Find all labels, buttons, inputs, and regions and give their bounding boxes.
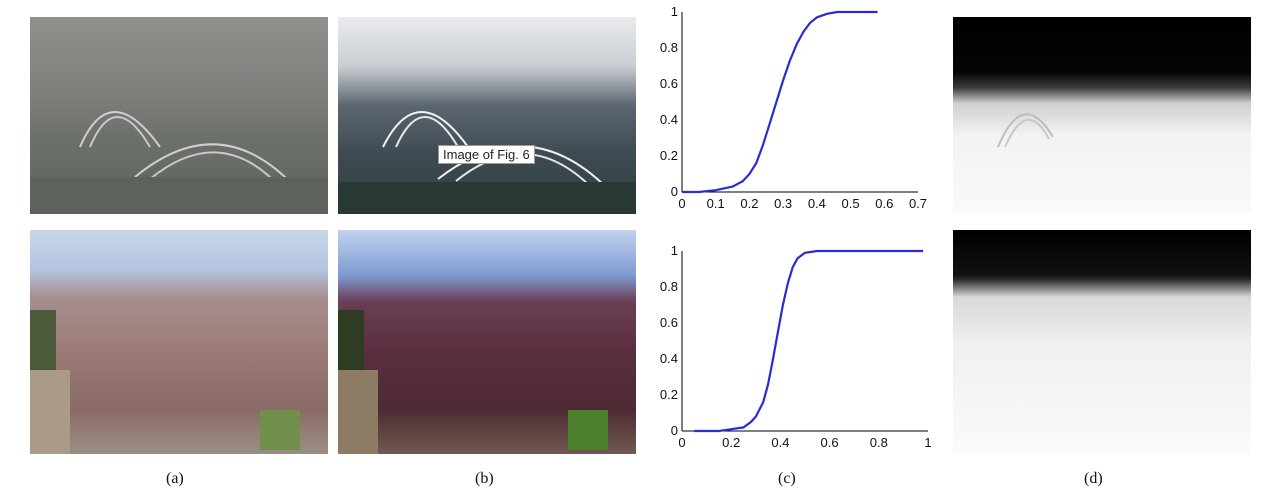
x-tick-label: 0.6: [821, 435, 839, 450]
curve-chart-top: 0 0.1 0.2 0.3 0.4 0.5 0.6 0.7 0 0.2 0.4 0.6 0.8 1: [660, 4, 927, 211]
y-tick-label: 0.2: [660, 387, 678, 402]
caption-c: (c): [778, 470, 796, 487]
x-tick-label: 0.2: [722, 435, 740, 450]
transmission-map-bottom: [953, 230, 1251, 454]
x-tick-label: 0.2: [740, 196, 758, 211]
dehazed-image-top: [338, 17, 636, 214]
dehazed-image-bottom: [338, 230, 636, 454]
x-tick-label: 0.8: [870, 435, 888, 450]
y-tick-label: 0: [671, 184, 678, 199]
hazy-image-top: [30, 17, 328, 214]
x-tick-label: 0.1: [707, 196, 725, 211]
caption-d: (d): [1084, 470, 1103, 487]
y-tick-label: 0.8: [660, 279, 678, 294]
hazy-image-bottom: [30, 230, 328, 454]
x-tick-label: 0.7: [909, 196, 927, 211]
hazy-image-top-dome-sketch: [30, 111, 328, 214]
x-tick-label: 0.5: [842, 196, 860, 211]
transmission-map-top: [953, 17, 1251, 213]
transmission-curve-line: [694, 249, 924, 433]
y-tick-label: 1: [671, 243, 678, 258]
x-tick-label: 0: [678, 196, 685, 211]
caption-a: (a): [166, 470, 184, 487]
y-tick-label: 1: [671, 4, 678, 19]
x-tick-label: 0: [678, 435, 685, 450]
y-tick-label: 0.6: [660, 76, 678, 91]
transmission-curve-line: [682, 10, 878, 194]
x-tick-label: 0.4: [808, 196, 826, 211]
dehazed-image-bottom-landscape: [338, 310, 608, 454]
curve-chart-bottom: 0 0.2 0.4 0.6 0.8 1 0 0.2 0.4 0.6 0.8 1: [660, 243, 932, 450]
dehazed-image-top-dome-sketch: [338, 111, 636, 214]
x-tick-label: 1: [924, 435, 931, 450]
transmission-map-top-arches: [997, 113, 1054, 148]
hazy-image-bottom-landscape: [30, 310, 300, 454]
y-tick-label: 0.8: [660, 40, 678, 55]
caption-b: (b): [475, 470, 494, 487]
y-tick-label: 0: [671, 423, 678, 438]
y-tick-label: 0.4: [660, 112, 678, 127]
x-tick-label: 0.6: [875, 196, 893, 211]
x-tick-label: 0.4: [771, 435, 789, 450]
x-tick-label: 0.3: [774, 196, 792, 211]
y-tick-label: 0.4: [660, 351, 678, 366]
y-tick-label: 0.6: [660, 315, 678, 330]
y-tick-label: 0.2: [660, 148, 678, 163]
image-tooltip: Image of Fig. 6: [438, 145, 535, 164]
